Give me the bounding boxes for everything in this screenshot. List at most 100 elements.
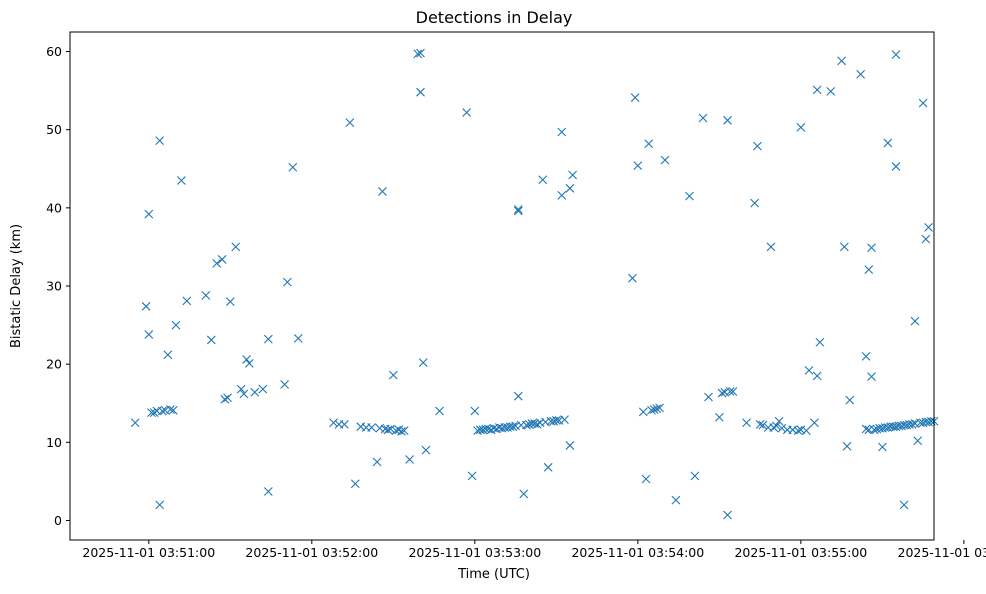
data-point — [777, 423, 787, 433]
data-point — [212, 258, 222, 268]
data-point — [628, 273, 637, 283]
data-point — [723, 115, 732, 125]
data-point — [647, 405, 656, 415]
data-point — [329, 418, 338, 428]
data-point — [149, 408, 159, 417]
data-point — [147, 408, 156, 417]
data-point — [758, 420, 768, 430]
data-point — [690, 471, 700, 481]
data-point — [837, 56, 847, 66]
data-point — [397, 426, 406, 436]
data-point — [557, 190, 567, 200]
data-point — [171, 320, 181, 330]
data-point — [168, 405, 178, 415]
data-point — [891, 50, 901, 60]
x-tick-label: 2025-11-01 03:53:00 — [408, 545, 541, 560]
data-point — [660, 155, 670, 165]
data-point — [630, 93, 640, 103]
data-point — [242, 355, 251, 364]
data-point — [723, 510, 732, 520]
data-point — [293, 333, 303, 343]
data-point — [388, 370, 398, 380]
data-point — [910, 316, 920, 326]
data-point — [907, 419, 917, 429]
data-point — [869, 425, 879, 435]
data-point — [804, 366, 814, 375]
data-point — [913, 436, 923, 446]
y-tick-label: 30 — [46, 279, 62, 294]
data-point — [557, 127, 567, 137]
data-point — [470, 406, 480, 416]
data-point — [508, 422, 518, 432]
data-point — [519, 489, 529, 499]
data-point — [899, 500, 909, 510]
data-point — [166, 405, 175, 414]
data-point — [560, 415, 569, 425]
x-axis-label: Time (UTC) — [457, 567, 530, 582]
data-point — [753, 141, 762, 151]
data-point — [413, 49, 423, 59]
data-point — [801, 426, 811, 435]
data-point — [750, 198, 760, 208]
data-point — [864, 265, 874, 274]
y-tick-label: 60 — [46, 44, 62, 59]
data-point — [378, 187, 387, 196]
data-point — [141, 301, 151, 311]
data-point — [565, 441, 575, 450]
y-tick-label: 40 — [46, 200, 62, 215]
data-point — [416, 48, 425, 58]
data-point — [793, 426, 803, 435]
data-point — [250, 387, 260, 397]
data-point — [714, 412, 724, 422]
data-point — [345, 118, 355, 128]
data-point — [845, 395, 855, 405]
data-point — [282, 277, 292, 287]
data-point — [201, 290, 211, 300]
x-tick-label: 2025-11-01 03:55:00 — [734, 545, 867, 560]
data-point — [383, 425, 393, 435]
data-point — [538, 175, 548, 185]
data-point — [655, 403, 664, 413]
data-point — [288, 162, 298, 172]
data-point — [685, 191, 694, 201]
data-point — [725, 387, 735, 396]
data-point — [244, 358, 254, 368]
x-tick-label: 2025-11-01 03:52:00 — [245, 545, 378, 560]
data-point — [698, 113, 708, 123]
data-point — [891, 162, 901, 171]
data-point — [918, 98, 928, 108]
data-point — [206, 335, 216, 345]
data-point — [704, 392, 713, 402]
data-point — [157, 406, 167, 416]
data-point — [182, 296, 192, 306]
data-point — [144, 330, 154, 339]
chart-title: Detections in Delay — [416, 8, 573, 27]
data-point — [513, 205, 523, 214]
data-point — [856, 69, 866, 79]
data-point — [405, 455, 415, 464]
data-point — [263, 487, 273, 496]
data-point — [877, 442, 887, 452]
data-point — [217, 255, 227, 264]
data-point — [815, 337, 825, 347]
data-point — [130, 418, 140, 428]
data-point — [568, 170, 578, 180]
data-point — [867, 372, 876, 382]
data-point — [418, 358, 428, 367]
y-tick-label: 0 — [54, 513, 62, 528]
data-point — [755, 419, 765, 429]
data-point — [532, 419, 542, 429]
x-tick-label: 2025-11-01 03:56:00 — [898, 545, 986, 560]
data-point — [263, 334, 273, 344]
data-point — [671, 495, 681, 505]
data-point — [861, 424, 871, 434]
data-point — [225, 297, 235, 307]
data-point — [399, 426, 409, 435]
data-point — [633, 161, 643, 171]
data-point — [638, 407, 648, 417]
data-point — [155, 500, 165, 510]
data-point — [551, 416, 561, 425]
data-point — [239, 389, 249, 399]
data-point — [421, 445, 431, 455]
